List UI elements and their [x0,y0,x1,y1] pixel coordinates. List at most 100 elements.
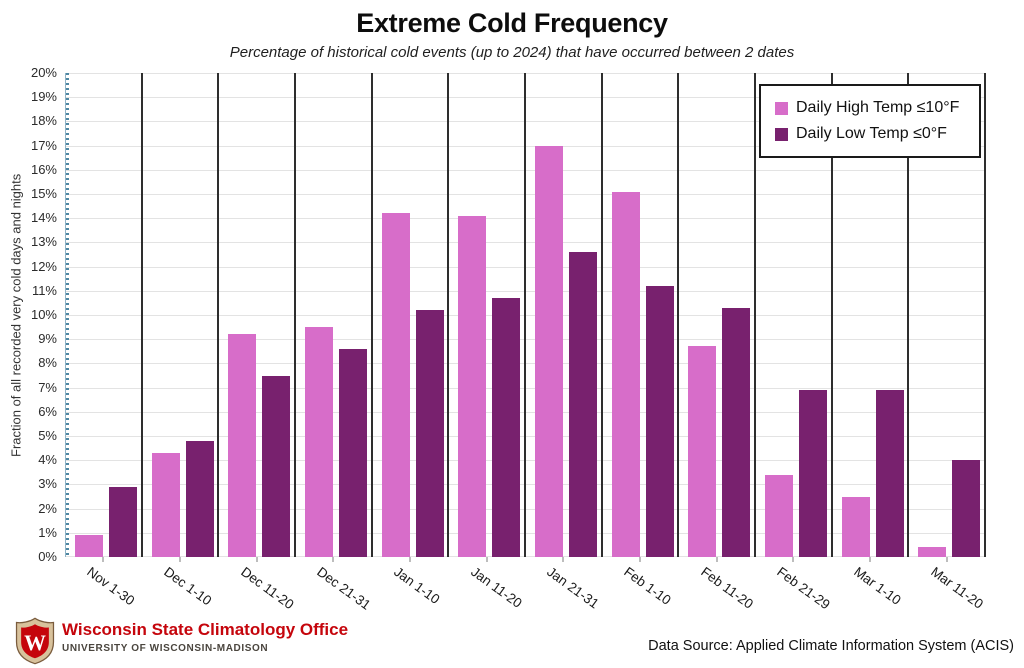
bar-daily-low [569,252,597,557]
x-tick-label: Feb 11-20 [697,564,756,612]
bar-daily-high [458,215,487,557]
y-tick-label: 12% [30,258,57,274]
bar-daily-low [645,285,674,557]
bar-daily-high [75,535,103,557]
y-tick-label: 14% [30,210,57,226]
bar-daily-low [952,460,981,557]
bar-daily-low [185,440,214,557]
bar-group [142,73,219,557]
bar-daily-high [841,496,870,557]
y-tick-label: 9% [38,331,57,347]
x-tick [332,557,335,562]
y-tick-label: 5% [38,428,57,443]
x-tick-label: Feb 1-10 [621,564,674,608]
x-tick [179,557,181,562]
chart-subtitle: Percentage of historical cold events (up… [229,44,795,61]
bar-group [65,73,142,557]
x-tick [869,557,871,562]
bar-daily-high [918,547,947,557]
y-tick-label: 7% [38,379,57,395]
bar-daily-high [535,145,563,557]
y-tick-label: 19% [30,89,57,105]
bar-group [448,73,525,557]
legend-swatch-low-icon [775,127,788,141]
group-separator-line [907,73,910,557]
plot-area: Daily High Temp ≤10°F Daily Low Temp ≤0°… [65,73,986,557]
y-axis-line [65,73,69,557]
org-subtitle: UNIVERSITY OF WISCONSIN-MADISON [62,643,269,654]
group-separator-line [524,73,526,557]
y-tick-label: 11% [31,282,57,298]
y-tick-label: 6% [38,403,57,419]
bar-group [602,73,679,557]
y-tick-label: 13% [30,234,57,250]
bar-group [295,73,372,557]
bar-daily-low [875,390,904,557]
bar-daily-low [492,298,521,557]
bar-group [908,73,985,557]
bar-daily-high [611,191,640,557]
x-tick [485,557,488,562]
x-tick-label: Nov 1-30 [84,564,138,609]
chart-title: Extreme Cold Frequency [356,8,668,38]
x-tick-label: Dec 11-20 [237,564,297,613]
x-tick-label: Mar 1-10 [851,564,904,608]
x-tick-label: Dec 1-10 [161,564,215,609]
bar-daily-low [109,486,137,557]
y-tick-label: 20% [30,65,57,80]
bar-daily-high [228,334,257,557]
bar-daily-low [799,390,827,557]
y-tick-label: 4% [38,452,57,468]
x-tick [409,557,411,562]
bar-group [678,73,755,557]
bar-daily-high [381,213,410,557]
bar-daily-high [305,327,333,557]
bar-daily-high [688,346,717,557]
footer: W Wisconsin State Climatology Office UNI… [0,612,1024,668]
y-tick-label: 16% [30,161,57,177]
legend-label-low: Daily Low Temp ≤0°F [796,125,947,142]
y-tick-label: 1% [38,524,57,540]
y-tick-label: 10% [30,307,57,322]
x-tick [562,557,565,562]
bar-group [832,73,909,557]
bar-group [372,73,449,557]
y-tick-label: 15% [30,186,57,201]
org-name: Wisconsin State Climatology Office [62,620,349,639]
y-tick-label: 3% [38,476,57,492]
x-tick [715,557,718,562]
bar-group [755,73,832,557]
x-tick-label: Jan 21-31 [544,564,602,612]
x-tick-label: Feb 21-29 [774,564,834,613]
bar-daily-low [415,310,444,557]
y-tick-label: 2% [38,500,57,516]
bar-daily-low [262,375,291,557]
group-separator-line [754,73,756,557]
bar-daily-low [339,348,367,557]
uw-crest-logo-icon: W [15,617,55,665]
bar-daily-low [722,307,751,557]
y-tick-label: 18% [30,113,57,129]
x-tick [945,557,948,562]
legend-swatch-high-icon [775,101,788,115]
bar-daily-high [765,474,793,557]
group-separator-line [370,73,373,557]
group-separator-line [447,73,450,557]
legend-item-high: Daily High Temp ≤10°F [775,95,967,121]
y-tick-label: 0% [38,549,57,564]
y-axis-tick-labels: 0% 1% 2% 3% 4% 5% 6% 7% 8% 9% 10% 11% 12% 13% 14% 15% 16… [0,65,57,564]
org-block: Wisconsin State Climatology Office UNIVE… [62,620,348,654]
group-separator-line [217,73,220,557]
bar-group [218,73,295,557]
y-tick-label: 17% [30,137,57,153]
group-separator-line [984,73,986,557]
x-tick-label: Mar 11-20 [927,564,986,612]
x-axis: Nov 1-30 Dec 1-10 Dec 11-20 Dec 21-31 Jan 1-… [65,557,986,615]
x-tick-label: Jan 11-20 [467,564,525,611]
group-separator-line [140,73,143,557]
group-separator-line [677,73,680,557]
legend: Daily High Temp ≤10°F Daily Low Temp ≤0°… [759,84,981,158]
uw-crest-letter: W [24,631,46,655]
x-tick [102,557,105,562]
